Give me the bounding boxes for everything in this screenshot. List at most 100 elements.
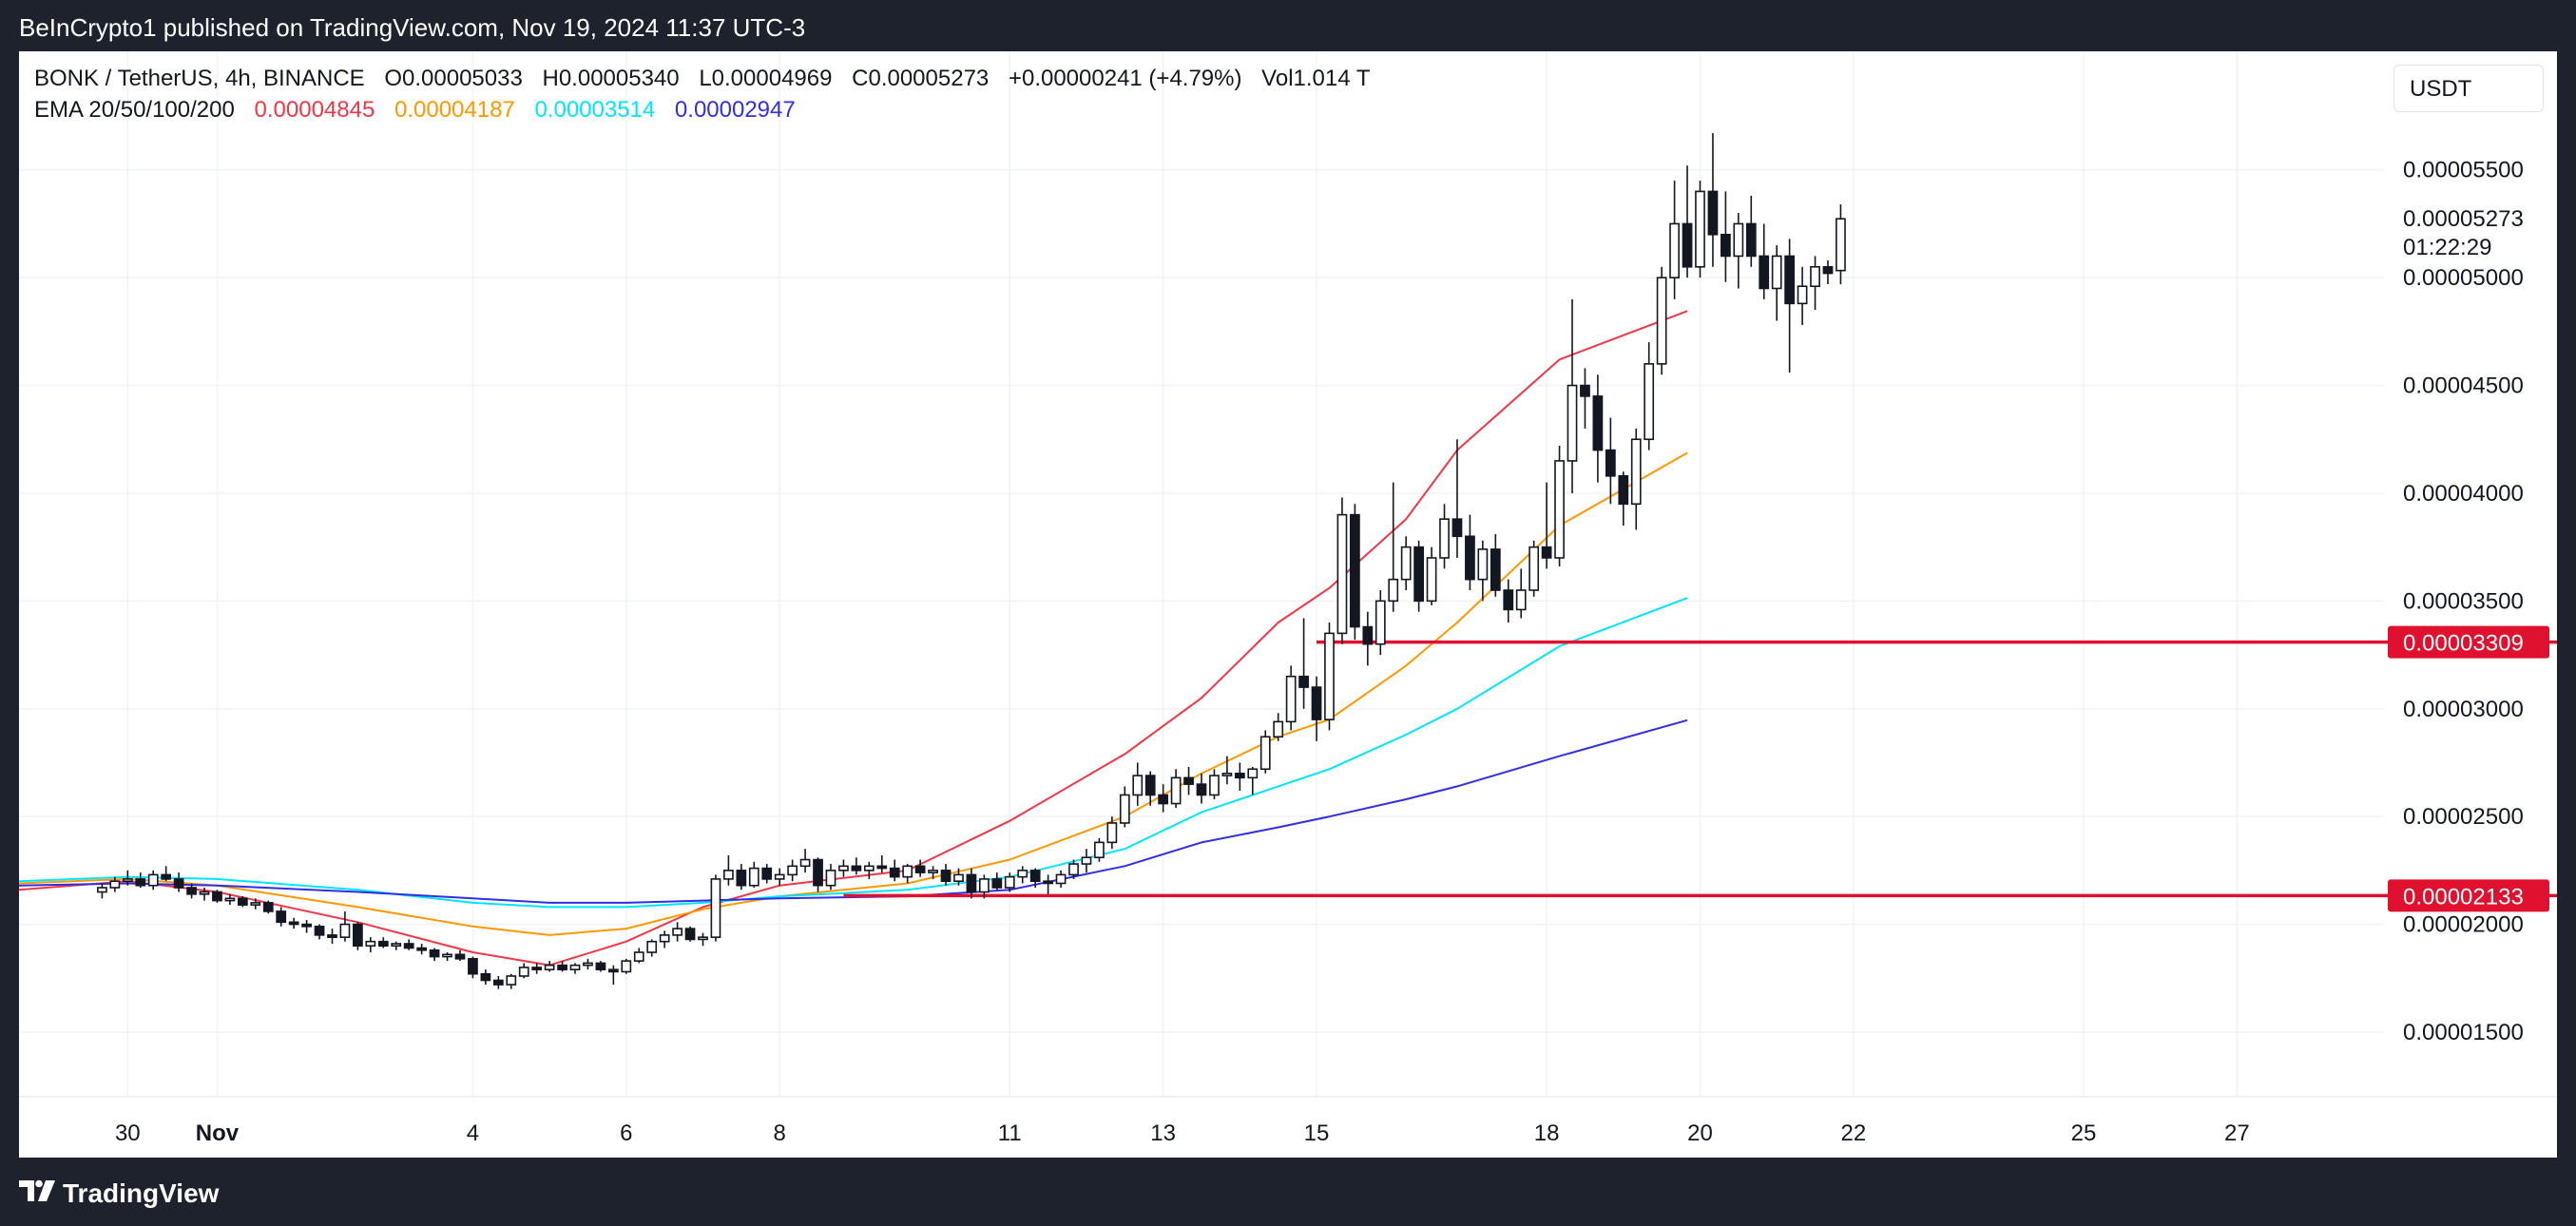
candle-body-down — [1362, 625, 1374, 645]
candle-body-down — [377, 940, 389, 948]
price-tick-label: 0.00002000 — [2403, 912, 2524, 938]
candle-body-up — [1669, 222, 1680, 278]
candle-body-down — [761, 867, 773, 880]
candle-body-up — [109, 880, 121, 889]
candle — [377, 937, 389, 948]
candle-body-down — [1350, 513, 1360, 628]
candle — [1350, 504, 1360, 641]
candle — [416, 943, 428, 955]
price-tick-label: 0.00003500 — [2403, 588, 2524, 614]
ema100-value: 0.00003514 — [534, 97, 656, 123]
candle — [710, 874, 721, 942]
candle — [1221, 756, 1233, 785]
symbol-name[interactable]: BONK / TetherUS, 4h, BINANCE — [34, 66, 365, 91]
candle — [851, 857, 862, 875]
time-tick-label: 22 — [1841, 1121, 1867, 1146]
candle — [147, 870, 159, 891]
candle — [1695, 181, 1705, 278]
candle-body-up — [1771, 255, 1782, 290]
candle — [135, 872, 146, 888]
candle-body-up — [953, 873, 964, 882]
candle — [314, 924, 325, 940]
candle-body-down — [416, 947, 428, 951]
candle-body-down — [186, 887, 197, 895]
candle-body-down — [1196, 783, 1207, 796]
candle — [161, 866, 172, 882]
time-tick-label: 13 — [1150, 1121, 1176, 1146]
candle-body-up — [710, 878, 721, 938]
candle-body-down — [966, 873, 977, 893]
candle-body-up — [544, 964, 555, 970]
candle — [684, 926, 696, 942]
candle-body-down — [1592, 395, 1604, 451]
candle — [979, 874, 990, 899]
candle — [1029, 868, 1041, 888]
candle-body-up — [1695, 190, 1705, 268]
chart-panel[interactable]: 0.00005500 0.00005000 0.00004500 0.00004000… — [19, 51, 2557, 1158]
candle-body-up — [1259, 736, 1271, 771]
candle-body-up — [1797, 285, 1808, 305]
candle — [1183, 766, 1194, 795]
currency-button[interactable]: USDT — [2393, 65, 2544, 112]
candle-body-up — [1221, 772, 1233, 776]
candle — [902, 864, 913, 884]
candle — [569, 963, 581, 974]
candle-body-up — [621, 960, 632, 973]
candle — [1158, 784, 1169, 813]
candle — [1822, 260, 1834, 284]
candle-body-up — [799, 858, 811, 868]
price-tag-label: 0.00003309 — [2403, 631, 2524, 657]
candle-body-down — [1413, 546, 1424, 603]
ema-label[interactable]: EMA 20/50/100/200 — [34, 97, 235, 123]
candle-body-up — [339, 923, 351, 938]
candle — [544, 961, 555, 972]
price-tick-label: 0.00001500 — [2403, 1020, 2524, 1045]
price-tag-red: 0.00003309 — [2388, 625, 2549, 659]
candle-body-up — [365, 940, 376, 948]
candle-body-up — [442, 953, 452, 958]
candle — [365, 937, 376, 953]
ohlc-open: O0.00005033 — [384, 66, 523, 91]
candle-body-up — [979, 878, 990, 893]
candle-body-up — [1515, 589, 1527, 611]
candle — [1439, 504, 1450, 569]
candle-body-up — [633, 951, 644, 962]
ohlc-high: H0.00005340 — [542, 66, 680, 91]
candle-body-up — [1132, 775, 1144, 796]
candle-body-down — [1183, 776, 1194, 785]
candle — [723, 854, 734, 886]
price-tag-bg — [2388, 625, 2549, 659]
price-tag-red: 0.00002133 — [2388, 879, 2549, 912]
candle-body-up — [825, 870, 836, 887]
candle — [1094, 837, 1105, 862]
candle — [838, 859, 849, 877]
grid-lines — [19, 51, 2384, 1097]
time-tick-label: 15 — [1304, 1121, 1330, 1146]
candle-body-up — [1081, 856, 1092, 865]
candle-body-up — [1400, 546, 1412, 581]
candle-body-up — [723, 870, 734, 880]
candle — [186, 883, 197, 899]
candle-body-up — [1119, 794, 1130, 824]
candle — [940, 864, 952, 886]
candle — [672, 922, 682, 942]
publisher-text: BeInCrypto1 published on TradingView.com… — [19, 13, 806, 42]
candle — [1004, 872, 1015, 892]
candle-body-down — [1707, 190, 1719, 236]
candle-body-down — [1490, 548, 1501, 591]
candle — [1400, 536, 1412, 591]
candle-body-down — [1682, 222, 1693, 268]
candle — [1451, 439, 1463, 558]
ema200-value: 0.00002947 — [674, 97, 796, 123]
candle-body-up — [1017, 870, 1028, 878]
candle-body-down — [480, 972, 491, 982]
time-tick-label: 6 — [620, 1121, 632, 1146]
candle — [1324, 623, 1335, 731]
candle-body-down — [1158, 794, 1169, 805]
candle — [1771, 245, 1782, 321]
candle-body-up — [1477, 548, 1489, 581]
price-chart[interactable]: 0.00005500 0.00005000 0.00004500 0.00004000… — [19, 51, 2557, 1158]
last-price-label: 0.00005273 — [2403, 206, 2524, 232]
time-axis: 30 Nov 4 6 8 11 13 15 18 20 22 25 27 — [115, 1121, 2250, 1146]
candle-body-down — [914, 865, 926, 873]
